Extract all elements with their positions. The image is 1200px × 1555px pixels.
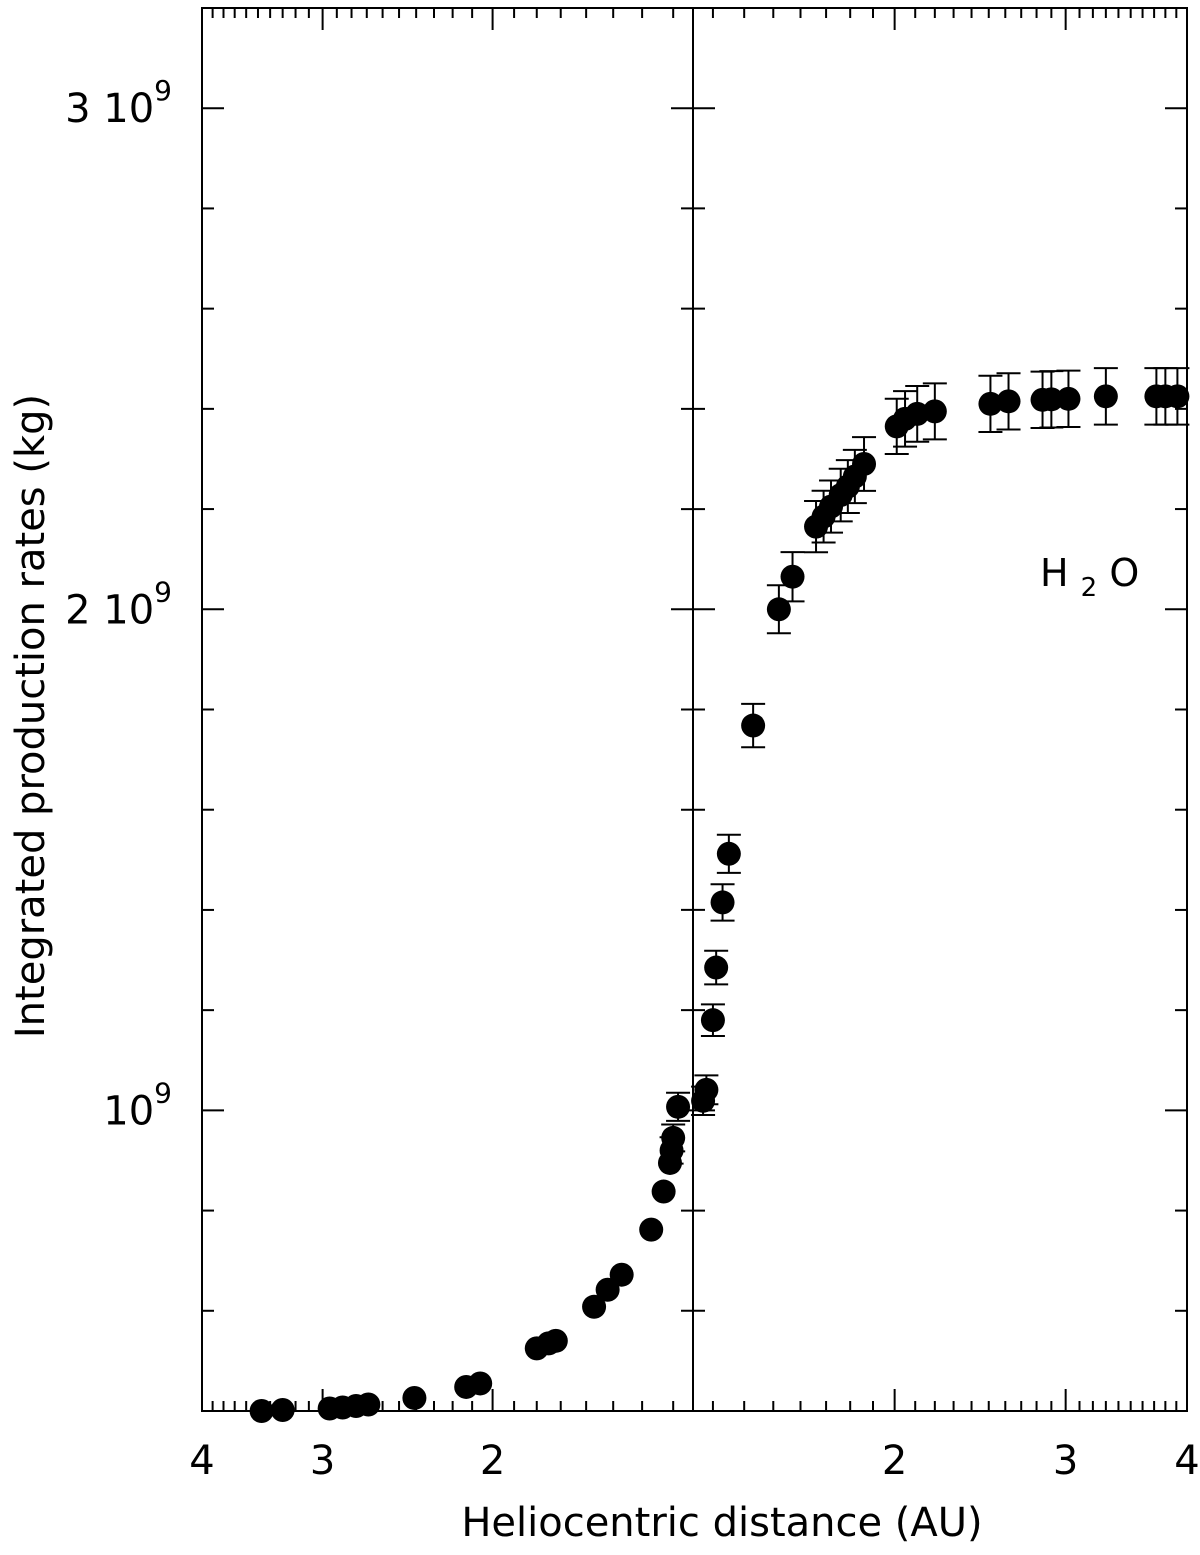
- data-marker: [780, 564, 805, 589]
- h2o-annotation: H 2 O: [1040, 551, 1139, 605]
- y-tick-label: 109: [103, 1076, 172, 1134]
- data-point: [356, 1392, 381, 1417]
- data-marker: [356, 1392, 381, 1417]
- marks-layer: [249, 367, 1190, 1423]
- y-tick-label-exponent: 9: [154, 575, 172, 608]
- data-point: [1093, 367, 1118, 426]
- data-marker: [905, 401, 930, 426]
- data-marker: [468, 1371, 493, 1396]
- data-marker: [661, 1125, 686, 1150]
- h2o-annotation-main: H: [1040, 551, 1069, 595]
- data-point: [716, 833, 741, 874]
- y-tick-label-base: 3 10: [65, 86, 154, 132]
- y-tick-label-exponent: 9: [154, 74, 172, 107]
- data-point: [639, 1217, 664, 1242]
- data-marker: [1056, 386, 1081, 411]
- data-point: [905, 384, 930, 443]
- data-marker: [978, 391, 1003, 416]
- data-point: [666, 1091, 691, 1122]
- data-point: [1165, 367, 1190, 426]
- data-point: [978, 374, 1003, 433]
- data-marker: [270, 1397, 295, 1422]
- y-tick-label-exponent: 9: [154, 1076, 172, 1109]
- data-marker: [1039, 387, 1064, 412]
- y-tick-label-base: 10: [103, 1088, 154, 1134]
- y-tick-label: 3 109: [65, 74, 172, 132]
- data-marker: [710, 890, 735, 915]
- data-point: [996, 372, 1021, 431]
- data-point: [766, 584, 791, 635]
- data-point: [710, 883, 735, 922]
- data-point: [922, 382, 947, 441]
- data-point: [780, 551, 805, 603]
- data-point: [661, 1123, 686, 1153]
- data-point: [704, 949, 729, 986]
- data-marker: [402, 1385, 427, 1410]
- data-point: [852, 436, 877, 492]
- x-tick-label: 3: [310, 1438, 335, 1484]
- data-marker: [741, 713, 766, 738]
- data-point: [694, 1074, 719, 1106]
- x-tick-label: 2: [882, 1438, 907, 1484]
- labels-layer: Integrated production rates (kg) Helioce…: [8, 394, 1139, 1546]
- data-marker: [694, 1077, 719, 1102]
- data-marker: [666, 1094, 691, 1119]
- data-marker: [922, 399, 947, 424]
- data-marker: [716, 841, 741, 866]
- y-tick-label: 2 109: [65, 575, 172, 633]
- data-point: [700, 1003, 725, 1037]
- data-marker: [1165, 384, 1190, 409]
- data-marker: [1093, 384, 1118, 409]
- x-axis-label: Heliocentric distance (AU): [461, 1500, 982, 1546]
- data-marker: [249, 1399, 274, 1423]
- data-point: [595, 1277, 620, 1302]
- data-point: [402, 1385, 427, 1410]
- data-marker: [639, 1217, 664, 1242]
- data-marker: [766, 597, 791, 622]
- data-point: [609, 1262, 634, 1287]
- data-marker: [582, 1294, 607, 1319]
- data-marker: [543, 1328, 568, 1353]
- data-marker: [704, 955, 729, 980]
- data-point: [543, 1328, 568, 1353]
- data-point: [582, 1294, 607, 1319]
- data-marker: [595, 1277, 620, 1302]
- data-marker: [651, 1179, 676, 1204]
- data-marker: [609, 1262, 634, 1287]
- x-tick-label: 4: [189, 1438, 214, 1484]
- data-point: [270, 1397, 295, 1422]
- data-marker: [700, 1008, 725, 1033]
- x-tick-label: 3: [1053, 1438, 1078, 1484]
- data-marker: [852, 451, 877, 476]
- data-point: [651, 1179, 676, 1204]
- y-tick-label-base: 2 10: [65, 587, 154, 633]
- data-marker: [996, 389, 1021, 414]
- h2o-annotation-sub: 2: [1081, 573, 1098, 603]
- x-tick-label: 4: [1174, 1438, 1199, 1484]
- data-point: [249, 1399, 274, 1423]
- data-point: [1056, 369, 1081, 429]
- y-axis-label: Integrated production rates (kg): [8, 394, 54, 1038]
- x-tick-label: 2: [480, 1438, 505, 1484]
- h2o-annotation-tail: O: [1109, 551, 1139, 595]
- data-point: [741, 702, 766, 749]
- data-point: [468, 1371, 493, 1396]
